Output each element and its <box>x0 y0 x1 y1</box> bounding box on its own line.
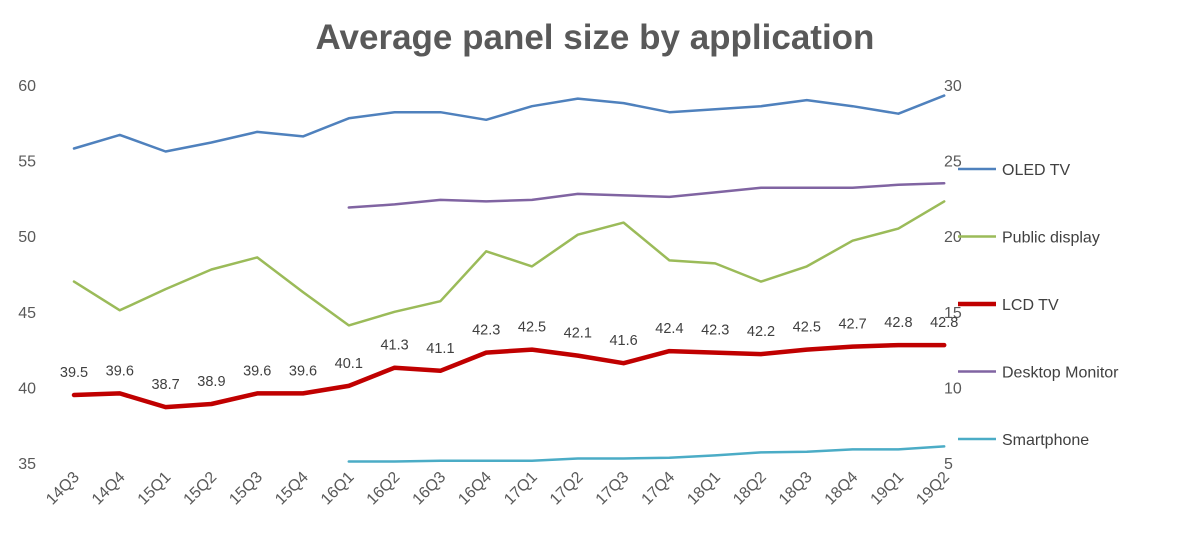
legend-label: Public display <box>1002 230 1100 247</box>
x-tick-label: 16Q1 <box>318 469 358 509</box>
data-label: 42.3 <box>472 323 500 339</box>
data-label: 41.3 <box>380 338 408 354</box>
right-tick-label: 30 <box>944 78 962 95</box>
legend: OLED TV Public display LCD TV Desktop Monit… <box>958 162 1119 449</box>
x-tick-label: 17Q2 <box>547 469 587 509</box>
right-tick-label: 5 <box>944 456 953 473</box>
x-tick-label: 18Q2 <box>730 469 770 509</box>
data-label: 40.1 <box>335 356 363 372</box>
data-label: 38.9 <box>197 374 225 390</box>
left-tick-label: 60 <box>18 78 36 95</box>
series-line-desktop-monitor <box>347 182 946 209</box>
legend-item-public-display: Public display <box>958 230 1100 247</box>
legend-label: OLED TV <box>1002 162 1071 179</box>
left-tick-label: 40 <box>18 380 36 397</box>
series-line-lcd-tv <box>71 342 947 410</box>
x-tick-label: 18Q4 <box>822 469 862 509</box>
x-tick-label: 17Q3 <box>593 469 633 509</box>
data-label: 39.5 <box>60 365 88 381</box>
right-axis: 5 10 15 20 25 30 <box>944 78 962 473</box>
data-label: 39.6 <box>106 363 134 379</box>
x-tick-label: 18Q1 <box>684 469 724 509</box>
data-label: 42.2 <box>747 324 775 340</box>
data-label: 41.6 <box>609 333 637 349</box>
left-tick-label: 45 <box>18 305 36 322</box>
x-tick-label: 19Q1 <box>868 469 908 509</box>
legend-item-desktop-monitor: Desktop Monitor <box>958 365 1119 382</box>
data-label: 42.8 <box>884 315 912 331</box>
series-line-public-display <box>72 200 946 327</box>
x-tick-label: 15Q3 <box>226 469 266 509</box>
data-label: 42.7 <box>838 317 866 333</box>
legend-item-oled-tv: OLED TV <box>958 162 1071 179</box>
x-tick-label: 15Q2 <box>181 469 221 509</box>
left-tick-label: 35 <box>18 456 36 473</box>
x-tick-label: 16Q4 <box>455 469 495 509</box>
right-tick-label: 25 <box>944 154 962 171</box>
right-tick-label: 15 <box>944 305 962 322</box>
data-label: 42.5 <box>518 320 546 336</box>
data-label: 42.5 <box>793 320 821 336</box>
x-tick-label: 17Q1 <box>501 469 541 509</box>
x-tick-label: 14Q4 <box>89 469 129 509</box>
data-label: 39.6 <box>243 363 271 379</box>
chart-title: Average panel size by application <box>316 18 875 57</box>
series-lines <box>71 94 947 463</box>
x-tick-label: 18Q3 <box>776 469 816 509</box>
right-tick-label: 10 <box>944 380 962 397</box>
legend-item-smartphone: Smartphone <box>958 432 1089 449</box>
legend-label: LCD TV <box>1002 297 1059 314</box>
x-tick-label: 17Q4 <box>639 469 679 509</box>
legend-label: Smartphone <box>1002 432 1089 449</box>
series-line-oled-tv <box>72 94 946 153</box>
data-labels: 39.5 39.6 38.7 38.9 39.6 39.6 40.1 41.3 41.1 42.3… <box>60 315 958 393</box>
data-label: 42.4 <box>655 321 683 337</box>
left-tick-label: 55 <box>18 154 36 171</box>
series-line-smartphone <box>347 445 946 463</box>
data-label: 42.1 <box>564 326 592 342</box>
legend-item-lcd-tv: LCD TV <box>958 297 1059 314</box>
data-label: 39.6 <box>289 363 317 379</box>
x-tick-label: 16Q2 <box>364 469 404 509</box>
x-tick-label: 19Q2 <box>913 469 953 509</box>
data-label: 41.1 <box>426 341 454 357</box>
x-tick-label: 15Q4 <box>272 469 312 509</box>
legend-label: Desktop Monitor <box>1002 365 1119 382</box>
data-label: 38.7 <box>151 377 179 393</box>
x-tick-label: 16Q3 <box>410 469 450 509</box>
left-tick-label: 50 <box>18 229 36 246</box>
x-tick-label: 15Q1 <box>135 469 175 509</box>
data-label: 42.3 <box>701 323 729 339</box>
x-axis: 14Q3 14Q4 15Q1 15Q2 15Q3 15Q4 16Q1 16Q2 16Q3 16Q4… <box>43 469 953 509</box>
x-tick-label: 14Q3 <box>43 469 83 509</box>
right-tick-label: 20 <box>944 229 962 246</box>
left-axis: 35 40 45 50 55 60 <box>18 78 36 473</box>
data-label: 42.8 <box>930 315 958 331</box>
